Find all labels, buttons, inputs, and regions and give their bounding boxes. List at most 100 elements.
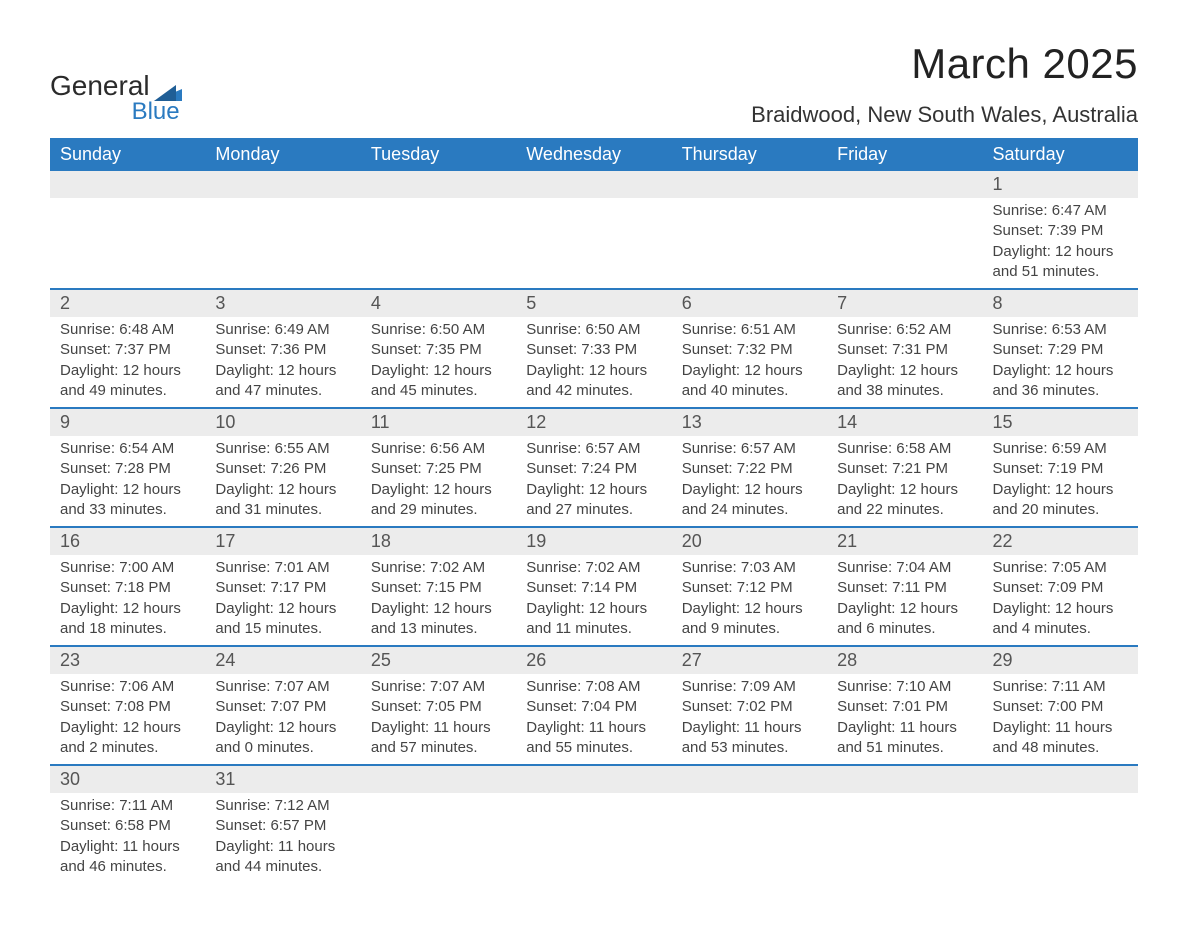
sunset-line: Sunset: 6:57 PM <box>215 816 350 836</box>
day-detail-cell: Sunrise: 7:09 AMSunset: 7:02 PMDaylight:… <box>672 674 827 765</box>
day-detail-cell: Sunrise: 7:07 AMSunset: 7:05 PMDaylight:… <box>361 674 516 765</box>
month-title: March 2025 <box>751 40 1138 88</box>
sunrise-line: Sunrise: 7:07 AM <box>215 677 350 697</box>
day-number-cell <box>205 171 360 198</box>
sunrise-line: Sunrise: 6:57 AM <box>682 439 817 459</box>
day-number-cell <box>361 765 516 793</box>
sunset-line: Sunset: 7:14 PM <box>526 578 661 598</box>
sunrise-line: Sunrise: 6:49 AM <box>215 320 350 340</box>
day-detail-cell: Sunrise: 6:50 AMSunset: 7:35 PMDaylight:… <box>361 317 516 408</box>
sunrise-line: Sunrise: 6:59 AM <box>993 439 1128 459</box>
daylight-line: Daylight: 12 hours and 27 minutes. <box>526 480 661 521</box>
day-detail-cell <box>516 198 671 289</box>
day-detail-cell: Sunrise: 6:56 AMSunset: 7:25 PMDaylight:… <box>361 436 516 527</box>
calendar-table: Sunday Monday Tuesday Wednesday Thursday… <box>50 138 1138 883</box>
sunset-line: Sunset: 7:08 PM <box>60 697 195 717</box>
day-number-row: 1 <box>50 171 1138 198</box>
sunset-line: Sunset: 7:05 PM <box>371 697 506 717</box>
sunset-line: Sunset: 7:09 PM <box>993 578 1128 598</box>
day-header: Thursday <box>672 138 827 171</box>
sunset-line: Sunset: 7:28 PM <box>60 459 195 479</box>
day-detail-cell: Sunrise: 6:57 AMSunset: 7:22 PMDaylight:… <box>672 436 827 527</box>
sunrise-line: Sunrise: 7:03 AM <box>682 558 817 578</box>
daylight-line: Daylight: 12 hours and 31 minutes. <box>215 480 350 521</box>
daylight-line: Daylight: 12 hours and 15 minutes. <box>215 599 350 640</box>
sunset-line: Sunset: 6:58 PM <box>60 816 195 836</box>
sunset-line: Sunset: 7:12 PM <box>682 578 817 598</box>
day-detail-cell: Sunrise: 7:00 AMSunset: 7:18 PMDaylight:… <box>50 555 205 646</box>
sunset-line: Sunset: 7:11 PM <box>837 578 972 598</box>
day-number-cell: 27 <box>672 646 827 674</box>
daylight-line: Daylight: 12 hours and 0 minutes. <box>215 718 350 759</box>
day-number-cell <box>516 765 671 793</box>
day-detail-cell <box>827 198 982 289</box>
day-detail-cell: Sunrise: 6:54 AMSunset: 7:28 PMDaylight:… <box>50 436 205 527</box>
sunset-line: Sunset: 7:21 PM <box>837 459 972 479</box>
sunrise-line: Sunrise: 7:12 AM <box>215 796 350 816</box>
day-detail-row: Sunrise: 7:11 AMSunset: 6:58 PMDaylight:… <box>50 793 1138 883</box>
day-detail-cell: Sunrise: 6:47 AMSunset: 7:39 PMDaylight:… <box>983 198 1138 289</box>
day-detail-row: Sunrise: 6:47 AMSunset: 7:39 PMDaylight:… <box>50 198 1138 289</box>
day-number-cell <box>50 171 205 198</box>
daylight-line: Daylight: 12 hours and 2 minutes. <box>60 718 195 759</box>
sunrise-line: Sunrise: 7:11 AM <box>993 677 1128 697</box>
day-number-cell: 15 <box>983 408 1138 436</box>
sunset-line: Sunset: 7:33 PM <box>526 340 661 360</box>
day-number-cell <box>361 171 516 198</box>
day-number-row: 3031 <box>50 765 1138 793</box>
day-header: Saturday <box>983 138 1138 171</box>
day-detail-cell: Sunrise: 7:03 AMSunset: 7:12 PMDaylight:… <box>672 555 827 646</box>
logo-text-line2: Blue <box>50 98 180 126</box>
location-subtitle: Braidwood, New South Wales, Australia <box>751 102 1138 128</box>
day-number-cell: 23 <box>50 646 205 674</box>
logo: General Blue <box>50 70 182 126</box>
day-number-cell: 5 <box>516 289 671 317</box>
day-number-cell: 13 <box>672 408 827 436</box>
daylight-line: Daylight: 12 hours and 51 minutes. <box>993 242 1128 283</box>
day-detail-cell <box>50 198 205 289</box>
sunrise-line: Sunrise: 6:56 AM <box>371 439 506 459</box>
day-number-cell <box>516 171 671 198</box>
sunrise-line: Sunrise: 6:53 AM <box>993 320 1128 340</box>
daylight-line: Daylight: 12 hours and 42 minutes. <box>526 361 661 402</box>
day-number-cell: 1 <box>983 171 1138 198</box>
day-detail-cell: Sunrise: 7:11 AMSunset: 7:00 PMDaylight:… <box>983 674 1138 765</box>
sunrise-line: Sunrise: 7:05 AM <box>993 558 1128 578</box>
day-number-cell: 10 <box>205 408 360 436</box>
daylight-line: Daylight: 11 hours and 46 minutes. <box>60 837 195 878</box>
day-detail-row: Sunrise: 6:48 AMSunset: 7:37 PM Daylight:… <box>50 317 1138 408</box>
sunset-line: Sunset: 7:37 PM <box>60 340 195 360</box>
day-header: Friday <box>827 138 982 171</box>
day-detail-cell <box>672 793 827 883</box>
daylight-line: Daylight: 12 hours and 22 minutes. <box>837 480 972 521</box>
day-detail-cell: Sunrise: 7:10 AMSunset: 7:01 PMDaylight:… <box>827 674 982 765</box>
sunset-line: Sunset: 7:22 PM <box>682 459 817 479</box>
day-detail-cell: Sunrise: 6:58 AMSunset: 7:21 PMDaylight:… <box>827 436 982 527</box>
daylight-line: Daylight: 12 hours and 9 minutes. <box>682 599 817 640</box>
sunset-line: Sunset: 7:31 PM <box>837 340 972 360</box>
day-detail-cell <box>983 793 1138 883</box>
sunset-line: Sunset: 7:02 PM <box>682 697 817 717</box>
sunset-line: Sunset: 7:15 PM <box>371 578 506 598</box>
day-detail-cell: Sunrise: 6:51 AMSunset: 7:32 PMDaylight:… <box>672 317 827 408</box>
sunrise-line: Sunrise: 6:50 AM <box>371 320 506 340</box>
daylight-line: Daylight: 12 hours and 47 minutes. <box>215 361 350 402</box>
day-number-cell: 22 <box>983 527 1138 555</box>
day-detail-cell <box>516 793 671 883</box>
day-header: Wednesday <box>516 138 671 171</box>
day-detail-cell: Sunrise: 6:57 AMSunset: 7:24 PMDaylight:… <box>516 436 671 527</box>
day-detail-cell: Sunrise: 6:59 AMSunset: 7:19 PMDaylight:… <box>983 436 1138 527</box>
day-number-row: 23242526272829 <box>50 646 1138 674</box>
sunrise-line: Sunrise: 6:48 AM <box>60 320 195 340</box>
day-number-cell: 25 <box>361 646 516 674</box>
day-detail-cell: Sunrise: 7:01 AMSunset: 7:17 PMDaylight:… <box>205 555 360 646</box>
sunrise-line: Sunrise: 6:52 AM <box>837 320 972 340</box>
sunrise-line: Sunrise: 7:01 AM <box>215 558 350 578</box>
day-detail-cell: Sunrise: 6:48 AMSunset: 7:37 PMDaylight:… <box>50 317 205 408</box>
day-header: Monday <box>205 138 360 171</box>
day-number-cell: 7 <box>827 289 982 317</box>
day-number-cell <box>983 765 1138 793</box>
day-number-row: 9101112131415 <box>50 408 1138 436</box>
sunrise-line: Sunrise: 7:09 AM <box>682 677 817 697</box>
day-detail-cell: Sunrise: 7:08 AMSunset: 7:04 PMDaylight:… <box>516 674 671 765</box>
